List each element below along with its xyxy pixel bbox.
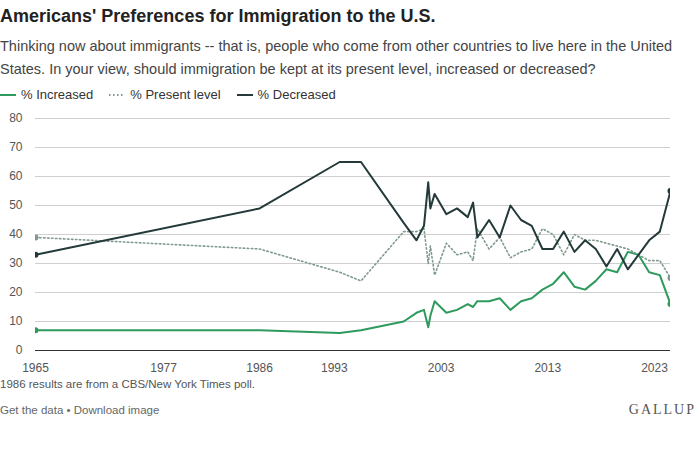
svg-text:50: 50 [9,198,23,212]
html-text:% Increased: % Increased [21,87,94,102]
svg-text:80: 80 [9,111,23,125]
html-text:1986 results are from a CBS/Ne: 1986 results are from a CBS/New York Tim… [0,378,255,390]
html-text:Americans' Preferences for Imm: Americans' Preferences for Immigration t… [0,6,436,26]
html-text:% Present level: % Present level [130,87,221,102]
svg-text:40: 40 [9,227,23,241]
html-text:Thinking now about immigrants: Thinking now about immigrants -- that is… [0,38,673,77]
svg-text:2003: 2003 [428,361,455,375]
svg-text:10: 10 [9,314,23,328]
svg-text:20: 20 [9,285,23,299]
svg-text:1977: 1977 [150,361,177,375]
svg-text:60: 60 [9,169,23,183]
svg-text:2013: 2013 [534,361,561,375]
html-text:% Decreased: % Decreased [257,87,336,102]
svg-text:70: 70 [9,140,23,154]
svg-text:1986: 1986 [246,361,273,375]
html-text:Get the data • Download image: Get the data • Download image [0,404,160,416]
svg-text:30: 30 [9,256,23,270]
svg-text:1993: 1993 [321,361,348,375]
svg-text:2023: 2023 [641,361,668,375]
svg-text:1965: 1965 [22,361,49,375]
svg-text:0: 0 [16,343,23,357]
html-text:GALLUP: GALLUP [628,402,696,417]
